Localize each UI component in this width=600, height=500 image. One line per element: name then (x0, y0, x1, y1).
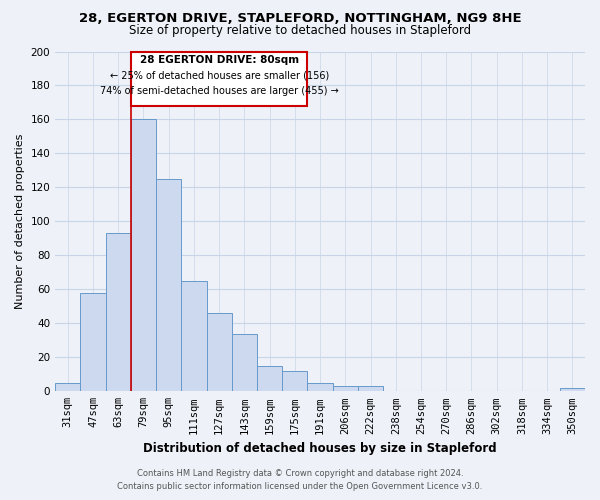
FancyBboxPatch shape (131, 52, 307, 106)
Y-axis label: Number of detached properties: Number of detached properties (15, 134, 25, 309)
Bar (257, 366, 282, 392)
Bar (80, 293, 106, 392)
Text: ← 25% of detached houses are smaller (156): ← 25% of detached houses are smaller (15… (110, 70, 329, 81)
Text: 28, EGERTON DRIVE, STAPLEFORD, NOTTINGHAM, NG9 8HE: 28, EGERTON DRIVE, STAPLEFORD, NOTTINGHA… (79, 12, 521, 26)
Bar (358, 386, 383, 392)
Bar (232, 334, 257, 392)
Bar (206, 313, 232, 392)
Bar (181, 281, 206, 392)
Text: 28 EGERTON DRIVE: 80sqm: 28 EGERTON DRIVE: 80sqm (140, 55, 299, 65)
Bar (156, 179, 181, 392)
Bar (560, 388, 585, 392)
Text: Contains HM Land Registry data © Crown copyright and database right 2024.
Contai: Contains HM Land Registry data © Crown c… (118, 470, 482, 491)
Bar (307, 383, 332, 392)
Bar (106, 234, 131, 392)
Bar (131, 120, 156, 392)
Text: 74% of semi-detached houses are larger (455) →: 74% of semi-detached houses are larger (… (100, 86, 338, 96)
Bar (332, 386, 358, 392)
Bar (282, 371, 307, 392)
X-axis label: Distribution of detached houses by size in Stapleford: Distribution of detached houses by size … (143, 442, 497, 455)
Text: Size of property relative to detached houses in Stapleford: Size of property relative to detached ho… (129, 24, 471, 37)
Bar (55, 383, 80, 392)
